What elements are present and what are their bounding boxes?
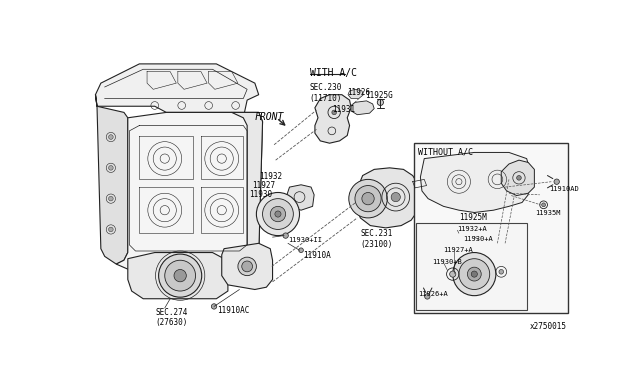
Circle shape <box>109 166 113 170</box>
Polygon shape <box>221 243 273 289</box>
Text: 11930+A: 11930+A <box>463 235 493 241</box>
Circle shape <box>391 192 401 202</box>
Polygon shape <box>351 101 374 115</box>
Circle shape <box>270 206 285 222</box>
Text: 11932: 11932 <box>259 172 282 181</box>
Text: x2750015: x2750015 <box>530 322 566 331</box>
Circle shape <box>332 110 337 115</box>
Polygon shape <box>285 185 314 210</box>
Text: 11931: 11931 <box>332 105 355 114</box>
Circle shape <box>355 186 381 212</box>
Polygon shape <box>95 64 259 118</box>
Circle shape <box>109 196 113 201</box>
Circle shape <box>275 211 281 217</box>
Text: 11926+A: 11926+A <box>418 291 448 297</box>
Polygon shape <box>348 89 364 99</box>
Circle shape <box>211 304 217 309</box>
Polygon shape <box>501 160 534 196</box>
Circle shape <box>459 259 490 289</box>
Text: 11930+II: 11930+II <box>288 237 322 243</box>
Text: SEC.274
(27630): SEC.274 (27630) <box>156 308 188 327</box>
Circle shape <box>362 192 374 205</box>
Text: 11930: 11930 <box>250 190 273 199</box>
Bar <box>416 223 527 310</box>
Circle shape <box>164 260 196 291</box>
Text: WITHOUT A/C: WITHOUT A/C <box>418 147 473 156</box>
Text: SEC.231
(23100): SEC.231 (23100) <box>360 230 393 249</box>
Text: 11925M: 11925M <box>459 212 486 221</box>
Circle shape <box>283 233 289 238</box>
Circle shape <box>516 176 521 180</box>
Polygon shape <box>420 153 530 212</box>
Polygon shape <box>95 95 128 264</box>
Text: WITH A/C: WITH A/C <box>310 68 356 78</box>
Text: 11910AC: 11910AC <box>217 307 250 315</box>
Circle shape <box>424 294 430 299</box>
Polygon shape <box>315 95 351 143</box>
Circle shape <box>299 248 303 253</box>
Circle shape <box>159 254 202 297</box>
Text: 11926: 11926 <box>348 88 371 97</box>
Circle shape <box>262 199 293 230</box>
Circle shape <box>238 257 257 276</box>
Circle shape <box>499 269 504 274</box>
Circle shape <box>174 269 186 282</box>
Polygon shape <box>232 112 262 268</box>
Text: 11927: 11927 <box>253 181 276 190</box>
Polygon shape <box>116 112 262 291</box>
Text: SEC.230
(11710): SEC.230 (11710) <box>310 83 342 103</box>
Text: 11927+A: 11927+A <box>444 247 473 253</box>
Circle shape <box>109 227 113 232</box>
Bar <box>414 143 568 312</box>
Text: 11935M: 11935M <box>535 210 561 216</box>
Text: 11932+A: 11932+A <box>458 226 487 232</box>
Text: 11925G: 11925G <box>365 91 393 100</box>
Circle shape <box>378 99 383 106</box>
Circle shape <box>471 271 477 277</box>
Circle shape <box>541 203 545 207</box>
Circle shape <box>450 271 456 277</box>
Polygon shape <box>128 253 228 299</box>
Circle shape <box>242 261 253 272</box>
Circle shape <box>452 253 496 296</box>
Text: FRONT: FRONT <box>255 112 284 122</box>
Text: 11910AD: 11910AD <box>549 186 579 192</box>
Circle shape <box>349 179 387 218</box>
Circle shape <box>554 179 559 185</box>
Text: 11930+B: 11930+B <box>432 259 461 265</box>
Circle shape <box>109 135 113 140</box>
Polygon shape <box>356 168 420 228</box>
Text: 11910A: 11910A <box>303 251 331 260</box>
Circle shape <box>257 192 300 235</box>
Circle shape <box>467 267 481 281</box>
